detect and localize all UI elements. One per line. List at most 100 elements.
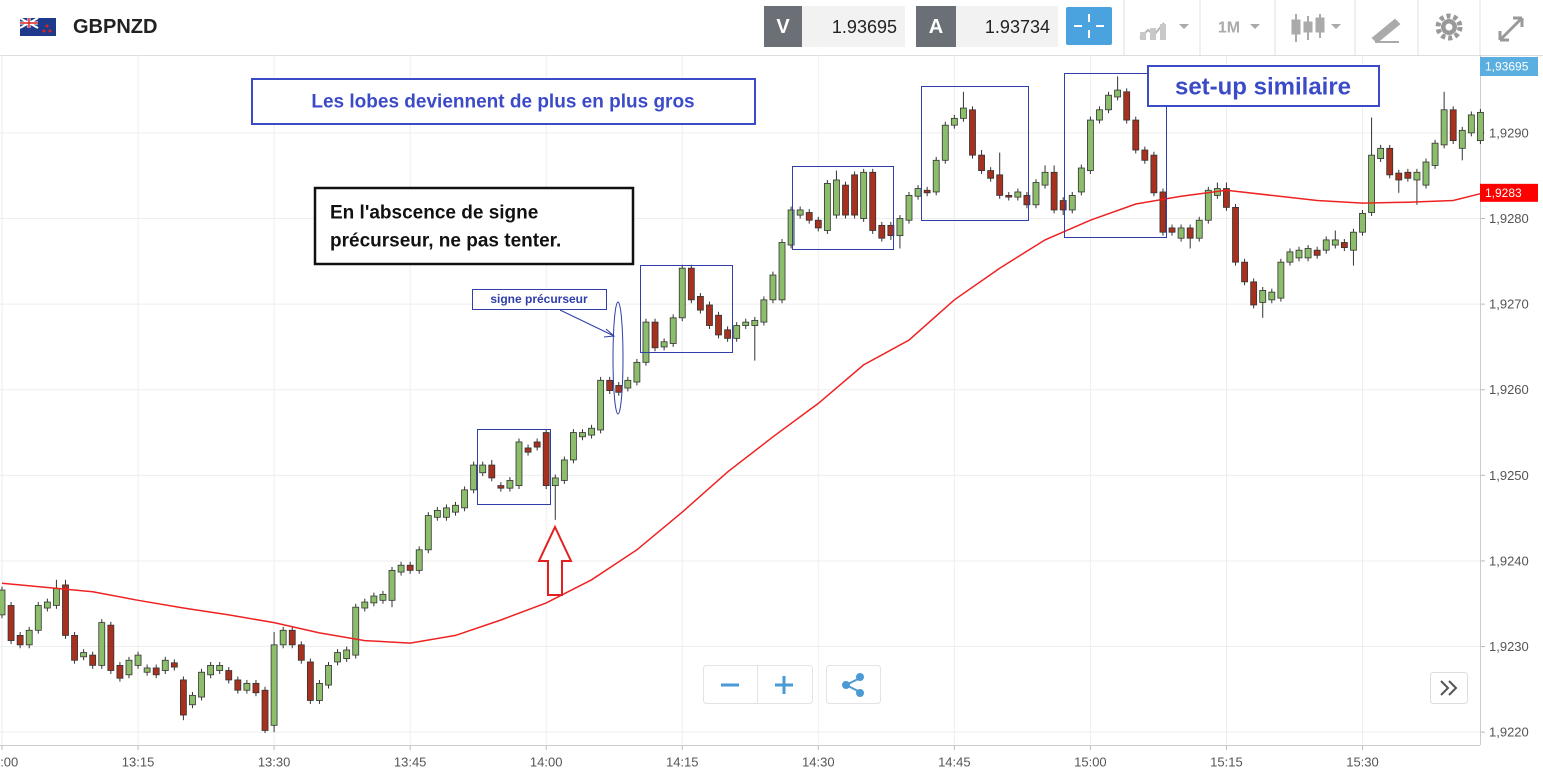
candle-body	[1005, 194, 1013, 198]
candle-body	[796, 209, 804, 216]
candle-body	[143, 667, 151, 673]
y-tick-label: 1,9290	[1489, 125, 1529, 140]
candle-body	[343, 649, 351, 659]
candle-body	[388, 569, 396, 601]
candle-body	[1422, 161, 1430, 186]
candle-body	[25, 629, 33, 646]
candle-body	[1032, 182, 1040, 206]
bid-button[interactable]	[764, 6, 802, 47]
candle-body	[1359, 212, 1366, 233]
y-tick-label: 1,9250	[1489, 468, 1529, 483]
candle-body	[497, 485, 505, 489]
ask-label: A	[929, 16, 943, 38]
candle-body	[597, 379, 605, 431]
draw-button[interactable]	[1371, 18, 1401, 44]
candle-body	[479, 464, 487, 474]
candle-body	[606, 379, 614, 391]
candle-body	[851, 174, 858, 216]
candle-body	[1386, 147, 1394, 176]
candle-body	[1458, 129, 1466, 149]
candle-body	[1477, 111, 1484, 142]
candle-body	[361, 601, 369, 609]
candle-body	[941, 124, 949, 161]
crosshair-button[interactable]	[1066, 7, 1112, 45]
grid: 1,9220 1,9230 1,9240 1,9250 1,9260 1,9270 1,92…	[0, 55, 1529, 770]
candle-body	[16, 635, 24, 646]
candle-body	[624, 379, 632, 389]
zoom-controls[interactable]	[703, 665, 813, 704]
candle-body	[1096, 109, 1103, 121]
candle-body	[778, 242, 786, 301]
candle-body	[406, 564, 414, 571]
ask-button[interactable]	[916, 6, 956, 47]
candle-body	[415, 549, 423, 571]
candle-body	[1105, 94, 1112, 111]
candle-body	[1059, 200, 1067, 211]
bid-label: V	[776, 16, 790, 38]
candle-body	[1286, 251, 1294, 263]
candle-body	[1141, 149, 1149, 161]
flag	[19, 17, 56, 36]
ask-value: 1.93734	[985, 17, 1050, 37]
candle-body	[325, 664, 332, 686]
candle-body	[724, 329, 731, 339]
candle-body	[860, 171, 868, 219]
candle-body	[1322, 239, 1330, 251]
candle-body	[1041, 171, 1049, 186]
candle-body	[579, 432, 586, 438]
candle-body	[98, 622, 106, 666]
candle-body	[1377, 147, 1385, 159]
share-button[interactable]	[826, 665, 881, 704]
candle-body	[443, 507, 450, 518]
candle-body	[170, 662, 178, 668]
candle-body	[1087, 119, 1094, 171]
candle-body	[461, 489, 468, 509]
toolbar-separators	[1123, 0, 1481, 55]
candle-body	[43, 601, 51, 609]
scroll-right-button[interactable]	[1430, 672, 1468, 704]
candle-body	[842, 184, 849, 216]
candle-body	[1159, 191, 1167, 233]
candle-body	[570, 432, 577, 461]
x-tick-label: 14:00	[530, 755, 563, 770]
candle-body	[1431, 142, 1439, 166]
candle-body	[1250, 281, 1258, 306]
candle-body	[914, 188, 922, 197]
candle-body	[1404, 171, 1412, 179]
candle-body	[742, 321, 750, 326]
candle-body	[960, 107, 967, 119]
candle-body	[488, 464, 496, 479]
fullscreen-button[interactable]	[1498, 16, 1524, 42]
x-tick-label: 15:00	[1074, 755, 1107, 770]
candle-body	[1331, 239, 1339, 246]
x-tick-label: 13:00	[0, 755, 18, 770]
candle-body	[787, 209, 795, 246]
candle-body	[978, 154, 985, 171]
candle-body	[823, 183, 831, 231]
timeframe-button[interactable]: 1M	[1218, 20, 1240, 37]
chart-type-button[interactable]	[1139, 22, 1189, 40]
candle-body	[1150, 154, 1158, 194]
candle-body	[216, 664, 224, 671]
candle-body	[1449, 109, 1457, 142]
candle-body	[1467, 114, 1475, 134]
settings-button[interactable]	[1435, 13, 1463, 41]
candle-body	[660, 341, 668, 348]
candle-body	[53, 587, 60, 606]
candle-body	[969, 109, 976, 156]
candle-body	[270, 644, 278, 726]
candle-body	[1186, 227, 1194, 239]
candle-body	[1123, 91, 1131, 121]
candle-body	[1168, 227, 1176, 233]
candle-body	[560, 459, 568, 481]
candle-type-button[interactable]	[1291, 14, 1341, 42]
candle-body	[288, 629, 296, 646]
candle-body	[987, 170, 995, 179]
candle-body	[896, 218, 904, 237]
candle-body	[424, 515, 432, 551]
candle-body	[506, 480, 514, 489]
candle-body	[869, 171, 877, 231]
candle-body	[1195, 219, 1203, 239]
candle-body	[252, 682, 260, 694]
